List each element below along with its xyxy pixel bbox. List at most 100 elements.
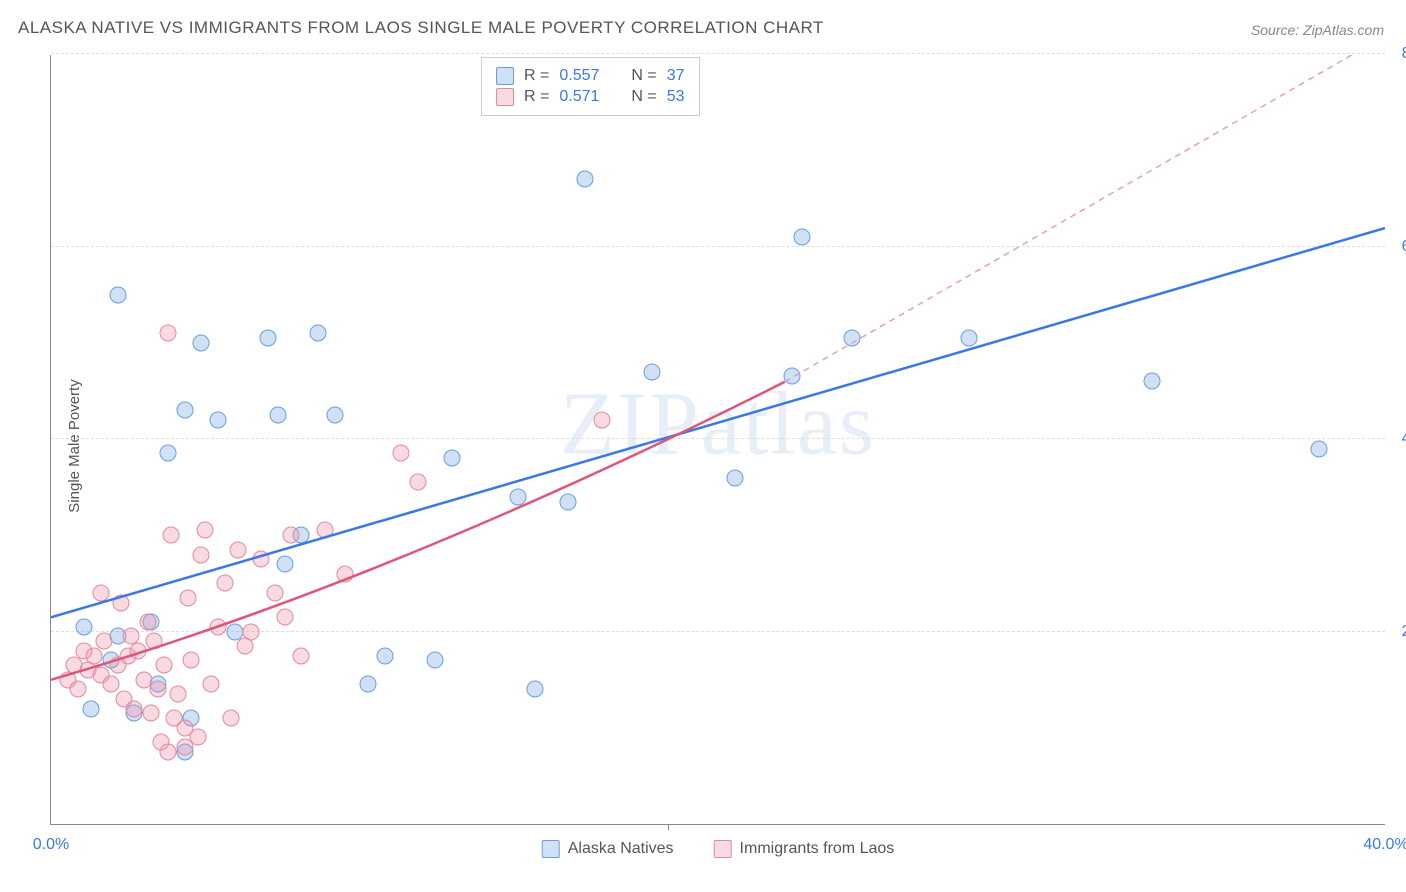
data-point (643, 363, 660, 380)
data-point (193, 334, 210, 351)
data-point (169, 686, 186, 703)
data-point (196, 522, 213, 539)
data-point (410, 474, 427, 491)
data-point (76, 618, 93, 635)
data-point (69, 681, 86, 698)
n-label: N = (631, 67, 656, 85)
data-point (109, 286, 126, 303)
data-point (193, 546, 210, 563)
data-point (243, 623, 260, 640)
series-legend: Alaska Natives Immigrants from Laos (542, 840, 895, 858)
data-point (163, 527, 180, 544)
data-point (793, 228, 810, 245)
data-point (960, 329, 977, 346)
legend-swatch (714, 840, 732, 858)
data-point (183, 652, 200, 669)
data-point (126, 700, 143, 717)
data-point (209, 618, 226, 635)
data-point (146, 633, 163, 650)
gridline: 80.0% (51, 53, 1385, 54)
data-point (86, 647, 103, 664)
data-point (426, 652, 443, 669)
data-point (266, 585, 283, 602)
data-point (316, 522, 333, 539)
gridline: 40.0% (51, 438, 1385, 439)
data-point (253, 551, 270, 568)
legend-label: Immigrants from Laos (740, 840, 895, 858)
data-point (176, 739, 193, 756)
data-point (93, 585, 110, 602)
legend-swatch (542, 840, 560, 858)
data-point (159, 743, 176, 760)
data-point (223, 710, 240, 727)
data-point (283, 527, 300, 544)
data-point (293, 647, 310, 664)
data-point (393, 445, 410, 462)
data-point (560, 493, 577, 510)
data-point (376, 647, 393, 664)
stats-legend: R = 0.557 N = 37 R = 0.571 N = 53 (481, 57, 700, 116)
data-point (229, 541, 246, 558)
legend-swatch (496, 67, 514, 85)
data-point (96, 633, 113, 650)
data-point (360, 676, 377, 693)
data-point (1311, 440, 1328, 457)
n-value: 53 (667, 88, 685, 106)
legend-item: Immigrants from Laos (714, 840, 895, 858)
x-tick-label: 0.0% (33, 836, 69, 854)
data-point (156, 657, 173, 674)
data-point (176, 402, 193, 419)
data-point (129, 642, 146, 659)
y-tick-label: 80.0% (1402, 45, 1406, 63)
data-point (179, 589, 196, 606)
data-point (577, 171, 594, 188)
data-point (1144, 373, 1161, 390)
data-point (209, 411, 226, 428)
data-point (143, 705, 160, 722)
data-point (259, 329, 276, 346)
data-point (443, 450, 460, 467)
n-value: 37 (667, 67, 685, 85)
legend-swatch (496, 88, 514, 106)
r-value: 0.557 (559, 67, 599, 85)
y-tick-label: 20.0% (1402, 623, 1406, 641)
y-tick-label: 40.0% (1402, 430, 1406, 448)
data-point (593, 411, 610, 428)
x-tick-mark (668, 824, 669, 830)
data-point (103, 676, 120, 693)
source-credit: Source: ZipAtlas.com (1251, 22, 1384, 38)
gridline: 60.0% (51, 246, 1385, 247)
stats-legend-row: R = 0.557 N = 37 (496, 67, 685, 85)
r-label: R = (524, 88, 549, 106)
data-point (83, 700, 100, 717)
data-point (310, 325, 327, 342)
y-tick-label: 60.0% (1402, 238, 1406, 256)
n-label: N = (631, 88, 656, 106)
data-point (727, 469, 744, 486)
data-point (159, 445, 176, 462)
data-point (276, 609, 293, 626)
data-point (139, 613, 156, 630)
data-point (269, 406, 286, 423)
data-point (510, 488, 527, 505)
r-label: R = (524, 67, 549, 85)
plot-area: ZIPatlas 20.0%40.0%60.0%80.0% R =0.557N … (50, 55, 1385, 825)
data-point (336, 565, 353, 582)
x-tick-label: 40.0% (1363, 836, 1406, 854)
data-point (216, 575, 233, 592)
data-point (783, 368, 800, 385)
data-point (149, 681, 166, 698)
data-point (203, 676, 220, 693)
legend-item: Alaska Natives (542, 840, 674, 858)
data-point (113, 594, 130, 611)
data-point (276, 556, 293, 573)
chart-title: ALASKA NATIVE VS IMMIGRANTS FROM LAOS SI… (18, 18, 824, 38)
data-point (166, 710, 183, 727)
stats-legend-row: R = 0.571 N = 53 (496, 88, 685, 106)
data-point (526, 681, 543, 698)
trend-lines (51, 55, 1385, 824)
data-point (159, 325, 176, 342)
data-point (326, 406, 343, 423)
r-value: 0.571 (559, 88, 599, 106)
legend-label: Alaska Natives (568, 840, 674, 858)
